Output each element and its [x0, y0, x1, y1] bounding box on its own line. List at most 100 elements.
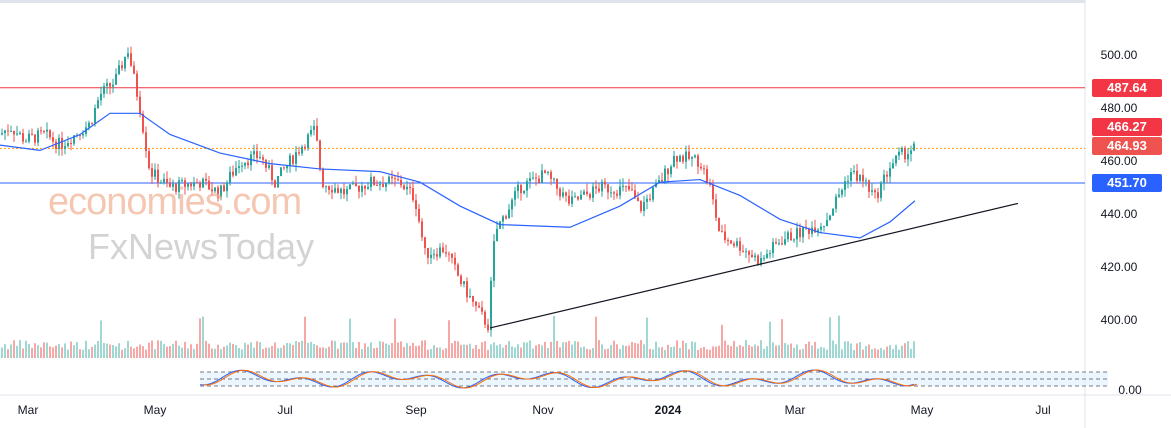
volume-bar [859, 342, 861, 358]
volume-bar [55, 345, 57, 358]
candle-body [133, 65, 135, 74]
candle-body [310, 129, 312, 135]
volume-bar [754, 344, 756, 358]
candle-body [145, 132, 147, 152]
volume-bar [7, 349, 9, 358]
volume-bar [877, 349, 879, 358]
candle-body [877, 192, 879, 198]
volume-bar [394, 318, 396, 358]
volume-bar [10, 344, 12, 358]
candle-body [670, 166, 672, 175]
candle-body [394, 178, 396, 180]
volume-bar [109, 344, 111, 358]
price-tag: 487.64 [1092, 78, 1162, 97]
volume-bar [637, 343, 639, 358]
volume-bar [130, 346, 132, 358]
volume-bar [349, 318, 351, 358]
candle-body [595, 186, 597, 189]
volume-bar [658, 347, 660, 358]
candle-body [748, 251, 750, 255]
candle-body [592, 186, 594, 198]
candle-body [118, 65, 120, 74]
volume-bar [733, 340, 735, 358]
volume-bar [295, 341, 297, 358]
volume-bar [871, 349, 873, 358]
volume-bar [589, 349, 591, 358]
volume-bar [97, 341, 99, 358]
candle-body [181, 180, 183, 182]
candle-body [115, 73, 117, 85]
volume-bar [115, 346, 117, 358]
volume-bar [484, 341, 486, 358]
volume-bar [385, 343, 387, 358]
volume-bar [751, 346, 753, 358]
volume-bar [667, 344, 669, 358]
volume-bar [430, 349, 432, 358]
candle-body [286, 165, 288, 169]
candle-body [802, 227, 804, 238]
candle-body [67, 143, 69, 147]
candle-body [331, 189, 333, 193]
volume-bar [232, 343, 234, 358]
candle-body [781, 243, 783, 245]
volume-bar [28, 343, 30, 358]
candle-body [676, 156, 678, 162]
volume-bar [598, 340, 600, 358]
candle-body [724, 231, 726, 241]
candle-body [760, 257, 762, 265]
volume-bar [175, 340, 177, 358]
volume-bar [904, 343, 906, 358]
candle-body [628, 185, 630, 190]
volume-bar [238, 347, 240, 358]
volume-bar [568, 340, 570, 358]
candle-body [514, 191, 516, 200]
volume-bar [805, 343, 807, 358]
candle-body [532, 177, 534, 179]
volume-bar [364, 343, 366, 358]
candle-body [259, 157, 261, 159]
candle-body [703, 168, 705, 170]
volume-bar [370, 342, 372, 358]
volume-bar [307, 342, 309, 358]
candle-body [280, 167, 282, 177]
volume-bar [247, 344, 249, 358]
candle-body [883, 174, 885, 184]
candle-body [481, 307, 483, 312]
candle-body [682, 155, 684, 162]
x-tick-label: Jul [277, 403, 292, 417]
volume-bar [250, 342, 252, 358]
volume-bar [79, 349, 81, 358]
candle-body [142, 113, 144, 133]
candle-body [265, 159, 267, 168]
candle-body [844, 181, 846, 190]
volume-bar [583, 346, 585, 358]
volume-bar [526, 342, 528, 358]
candle-body [361, 185, 363, 192]
volume-bar [445, 348, 447, 358]
candle-body [22, 133, 24, 142]
volume-bar [646, 317, 648, 358]
candle-body [871, 190, 873, 192]
candle-body [526, 181, 528, 191]
candle-body [229, 171, 231, 183]
volume-bar [127, 340, 129, 358]
candle-body [547, 171, 549, 173]
candle-body [484, 311, 486, 325]
candle-body [151, 168, 153, 177]
candle-body [253, 151, 255, 155]
candle-body [163, 178, 165, 183]
candle-body [232, 171, 234, 176]
volume-bar [82, 349, 84, 358]
candle-body [757, 255, 759, 265]
volume-bar [70, 341, 72, 358]
volume-bar [379, 341, 381, 358]
volume-bar [22, 348, 24, 358]
volume-bar [514, 347, 516, 358]
volume-bar [715, 346, 717, 358]
volume-bar [442, 349, 444, 358]
volume-bar [802, 348, 804, 358]
candle-body [160, 182, 162, 184]
volume-bar [103, 342, 105, 358]
volume-bar [316, 345, 318, 358]
